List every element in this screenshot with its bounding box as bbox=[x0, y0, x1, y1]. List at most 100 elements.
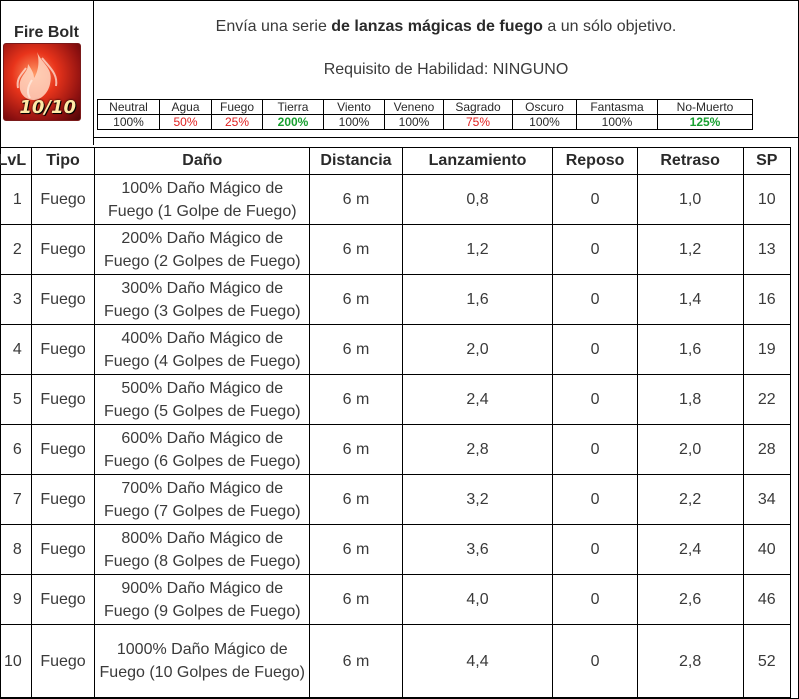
cell-cast-time: 0,8 bbox=[401, 174, 554, 225]
element-names-row: Neutral Agua Fuego Tierra Viento Veneno Sagrad… bbox=[97, 99, 753, 115]
description-text-end: a un sólo objetivo. bbox=[542, 18, 677, 35]
cell-cast-time: 4,0 bbox=[401, 574, 554, 625]
cell-delay: 2,0 bbox=[636, 424, 744, 475]
element-name-no-muerto: No-Muerto bbox=[657, 99, 753, 115]
cell-cast-time: 2,8 bbox=[401, 424, 554, 475]
cell-cooldown: 0 bbox=[552, 524, 638, 575]
skill-level-badge: 10/10 bbox=[19, 97, 76, 118]
cell-damage: 100% Daño Mágico de Fuego (1 Golpe de Fu… bbox=[94, 174, 311, 225]
header-dano: Daño bbox=[94, 147, 311, 175]
cell-range: 6 m bbox=[309, 624, 403, 698]
cell-cooldown: 0 bbox=[552, 474, 638, 525]
element-name-oscuro: Oscuro bbox=[512, 99, 577, 115]
skill-panel: Fire Bolt 10/10 bbox=[0, 0, 94, 145]
cell-cooldown: 0 bbox=[552, 324, 638, 375]
cell-level: 1 bbox=[0, 174, 32, 225]
element-value-agua: 50% bbox=[159, 114, 212, 130]
cell-delay: 1,0 bbox=[636, 174, 744, 225]
table-row: 5 Fuego 500% Daño Mágico de Fuego (5 Golpe… bbox=[0, 374, 792, 425]
cell-type: Fuego bbox=[30, 574, 96, 625]
cell-sp: 22 bbox=[742, 374, 792, 425]
table-row: 3 Fuego 300% Daño Mágico de Fuego (3 Golpe… bbox=[0, 274, 792, 325]
cell-cooldown: 0 bbox=[552, 424, 638, 475]
cell-sp: 10 bbox=[742, 174, 792, 225]
element-name-neutral: Neutral bbox=[97, 99, 160, 115]
cell-damage: 700% Daño Mágico de Fuego (7 Golpes de F… bbox=[94, 474, 311, 525]
cell-sp: 40 bbox=[742, 524, 792, 575]
table-row: 1 Fuego 100% Daño Mágico de Fuego (1 Golpe… bbox=[0, 174, 792, 225]
cell-cooldown: 0 bbox=[552, 624, 638, 698]
cell-delay: 2,6 bbox=[636, 574, 744, 625]
flame-icon bbox=[16, 52, 58, 100]
element-value-oscuro: 100% bbox=[512, 114, 577, 130]
cell-range: 6 m bbox=[309, 324, 403, 375]
element-value-no-muerto: 125% bbox=[657, 114, 753, 130]
cell-cast-time: 4,4 bbox=[401, 624, 554, 698]
element-name-fuego: Fuego bbox=[211, 99, 263, 115]
cell-sp: 34 bbox=[742, 474, 792, 525]
skill-name: Fire Bolt bbox=[14, 24, 79, 41]
header-tipo: Tipo bbox=[30, 147, 96, 175]
table-row: 7 Fuego 700% Daño Mágico de Fuego (7 Golpe… bbox=[0, 474, 792, 525]
table-row: 2 Fuego 200% Daño Mágico de Fuego (2 Golpe… bbox=[0, 224, 792, 275]
cell-sp: 13 bbox=[742, 224, 792, 275]
element-name-agua: Agua bbox=[159, 99, 212, 115]
cell-type: Fuego bbox=[30, 174, 96, 225]
cell-damage: 500% Daño Mágico de Fuego (5 Golpes de F… bbox=[94, 374, 311, 425]
cell-range: 6 m bbox=[309, 174, 403, 225]
element-value-veneno: 100% bbox=[384, 114, 444, 130]
table-row: 8 Fuego 800% Daño Mágico de Fuego (8 Golpe… bbox=[0, 524, 792, 575]
cell-range: 6 m bbox=[309, 574, 403, 625]
cell-cast-time: 1,6 bbox=[401, 274, 554, 325]
cell-type: Fuego bbox=[30, 474, 96, 525]
cell-damage: 1000% Daño Mágico de Fuego (10 Golpes de… bbox=[94, 624, 311, 698]
element-value-neutral: 100% bbox=[97, 114, 160, 130]
cell-type: Fuego bbox=[30, 324, 96, 375]
divider bbox=[93, 137, 799, 138]
cell-damage: 600% Daño Mágico de Fuego (6 Golpes de F… bbox=[94, 424, 311, 475]
cell-sp: 28 bbox=[742, 424, 792, 475]
table-row: 4 Fuego 400% Daño Mágico de Fuego (4 Golpe… bbox=[0, 324, 792, 375]
cell-cast-time: 3,6 bbox=[401, 524, 554, 575]
cell-sp: 52 bbox=[742, 624, 792, 698]
cell-sp: 16 bbox=[742, 274, 792, 325]
cell-type: Fuego bbox=[30, 424, 96, 475]
fire-bolt-icon: 10/10 bbox=[3, 43, 81, 121]
element-name-viento: Viento bbox=[323, 99, 385, 115]
cell-delay: 1,2 bbox=[636, 224, 744, 275]
cell-cast-time: 2,0 bbox=[401, 324, 554, 375]
skill-level-table: LvL Tipo Daño Distancia Lanzamiento Reposo Ret… bbox=[0, 147, 792, 698]
cell-delay: 2,2 bbox=[636, 474, 744, 525]
element-values-row: 100% 50% 25% 200% 100% 100% 75% 100% 100% 125% bbox=[97, 114, 753, 130]
header-lvl: LvL bbox=[0, 147, 32, 175]
element-value-fuego: 25% bbox=[211, 114, 263, 130]
cell-sp: 46 bbox=[742, 574, 792, 625]
element-name-tierra: Tierra bbox=[262, 99, 324, 115]
cell-level: 6 bbox=[0, 424, 32, 475]
cell-range: 6 m bbox=[309, 274, 403, 325]
skill-requirement: Requisito de Habilidad: NINGUNO bbox=[323, 61, 569, 78]
cell-range: 6 m bbox=[309, 224, 403, 275]
cell-type: Fuego bbox=[30, 524, 96, 575]
element-name-fantasma: Fantasma bbox=[576, 99, 658, 115]
header-distancia: Distancia bbox=[309, 147, 403, 175]
cell-delay: 1,8 bbox=[636, 374, 744, 425]
description-emphasis: de lanzas mágicas de fuego bbox=[331, 18, 543, 35]
cell-range: 6 m bbox=[309, 524, 403, 575]
skill-description: Envía una serie de lanzas mágicas de fue… bbox=[94, 18, 798, 36]
cell-damage: 400% Daño Mágico de Fuego (4 Golpes de F… bbox=[94, 324, 311, 375]
table-row: 10 Fuego 1000% Daño Mágico de Fuego (10 Go… bbox=[0, 624, 792, 698]
cell-range: 6 m bbox=[309, 374, 403, 425]
cell-delay: 2,4 bbox=[636, 524, 744, 575]
cell-cooldown: 0 bbox=[552, 374, 638, 425]
cell-type: Fuego bbox=[30, 624, 96, 698]
cell-range: 6 m bbox=[309, 474, 403, 525]
header-sp: SP bbox=[742, 147, 792, 175]
table-row: 9 Fuego 900% Daño Mágico de Fuego (9 Golpe… bbox=[0, 574, 792, 625]
element-value-fantasma: 100% bbox=[576, 114, 658, 130]
cell-cast-time: 2,4 bbox=[401, 374, 554, 425]
table-header-row: LvL Tipo Daño Distancia Lanzamiento Reposo Ret… bbox=[0, 147, 792, 175]
cell-range: 6 m bbox=[309, 424, 403, 475]
cell-level: 4 bbox=[0, 324, 32, 375]
cell-type: Fuego bbox=[30, 274, 96, 325]
